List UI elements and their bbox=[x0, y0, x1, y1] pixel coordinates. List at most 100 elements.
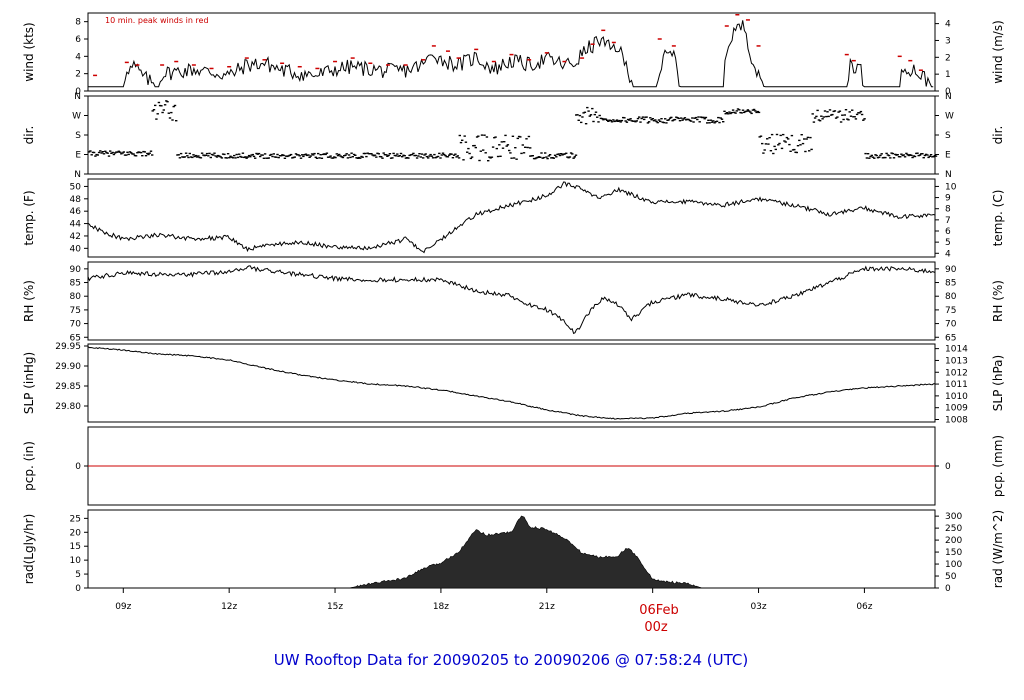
direction-point bbox=[811, 113, 814, 115]
y-right-tick-label: 1011 bbox=[945, 380, 968, 390]
y-right-tick-label: 9 bbox=[945, 194, 951, 204]
direction-point bbox=[346, 157, 350, 159]
direction-point bbox=[257, 152, 261, 155]
direction-point bbox=[330, 157, 333, 159]
direction-point bbox=[204, 154, 207, 156]
direction-point bbox=[667, 119, 671, 121]
direction-point bbox=[508, 149, 511, 152]
direction-point bbox=[546, 157, 549, 160]
direction-point bbox=[535, 157, 538, 159]
direction-point bbox=[709, 119, 713, 121]
direction-point bbox=[631, 120, 635, 122]
direction-point bbox=[443, 153, 446, 156]
direction-point bbox=[519, 136, 522, 138]
direction-point bbox=[563, 153, 567, 155]
direction-point bbox=[176, 154, 179, 156]
direction-point bbox=[558, 154, 562, 157]
direction-point bbox=[171, 119, 174, 121]
direction-point bbox=[115, 151, 118, 153]
direction-point bbox=[312, 154, 315, 156]
direction-point bbox=[613, 120, 616, 123]
direction-point bbox=[878, 156, 881, 158]
y-right-tick-label: N bbox=[945, 92, 952, 102]
direction-point bbox=[149, 150, 153, 152]
direction-point bbox=[560, 153, 563, 155]
direction-point bbox=[462, 159, 465, 161]
direction-point bbox=[478, 159, 481, 162]
direction-point bbox=[880, 153, 883, 155]
direction-point bbox=[89, 150, 92, 152]
direction-point bbox=[917, 154, 920, 157]
direction-point bbox=[491, 146, 495, 148]
direction-point bbox=[138, 151, 141, 154]
right-axis-label: wind (m/s) bbox=[991, 20, 1005, 84]
direction-point bbox=[475, 136, 479, 138]
direction-point bbox=[741, 109, 745, 111]
y-right-tick-label: W bbox=[945, 112, 954, 122]
direction-point bbox=[539, 156, 542, 158]
y-tick-label: 50 bbox=[70, 182, 82, 192]
y-tick-label: 42 bbox=[70, 232, 81, 242]
direction-point bbox=[298, 155, 301, 157]
x-tick-label: 21z bbox=[539, 602, 555, 612]
direction-point bbox=[710, 121, 714, 123]
x-tick-label: 18z bbox=[433, 602, 449, 612]
y-right-tick-label: 2 bbox=[945, 53, 951, 63]
direction-point bbox=[404, 157, 408, 159]
direction-point bbox=[587, 110, 590, 112]
direction-point bbox=[308, 156, 311, 158]
y-tick-label: 5 bbox=[75, 570, 81, 580]
direction-point bbox=[902, 154, 906, 156]
direction-point bbox=[148, 152, 151, 154]
direction-point bbox=[260, 154, 263, 156]
direction-point bbox=[844, 109, 848, 111]
direction-point bbox=[659, 120, 662, 123]
direction-point bbox=[147, 153, 150, 156]
direction-point bbox=[454, 153, 457, 155]
direction-point bbox=[738, 109, 741, 111]
direction-point bbox=[128, 151, 132, 153]
direction-point bbox=[625, 121, 629, 123]
direction-point bbox=[338, 153, 341, 156]
direction-point bbox=[666, 119, 669, 121]
direction-point bbox=[161, 111, 164, 114]
y-right-tick-label: 0 bbox=[945, 87, 951, 97]
direction-point bbox=[885, 152, 888, 155]
direction-point bbox=[682, 118, 685, 120]
direction-point bbox=[522, 152, 526, 154]
direction-point bbox=[911, 156, 914, 159]
y-right-tick-label: 4 bbox=[945, 249, 951, 259]
rh-series-line bbox=[87, 265, 936, 335]
direction-point bbox=[152, 109, 156, 111]
direction-point bbox=[157, 101, 161, 104]
direction-point bbox=[826, 111, 829, 113]
direction-point bbox=[555, 156, 558, 158]
direction-point bbox=[262, 157, 266, 159]
direction-point bbox=[847, 119, 850, 121]
direction-point bbox=[383, 154, 387, 156]
direction-point bbox=[126, 151, 129, 153]
direction-point bbox=[418, 153, 421, 155]
direction-point bbox=[708, 122, 711, 124]
direction-point bbox=[618, 119, 621, 122]
direction-point bbox=[107, 155, 111, 157]
direction-point bbox=[592, 120, 595, 123]
direction-point bbox=[317, 152, 320, 155]
direction-point bbox=[619, 121, 622, 123]
y-tick-label: 8 bbox=[75, 18, 81, 28]
panel-radiation: rad(Lgly/hr) rad (W/m^2)05101520250501001… bbox=[22, 509, 1005, 594]
direction-point bbox=[166, 101, 169, 103]
direction-point bbox=[907, 154, 910, 157]
direction-point bbox=[821, 118, 824, 120]
direction-point bbox=[121, 152, 124, 154]
direction-point bbox=[495, 147, 498, 150]
direction-point bbox=[271, 155, 274, 158]
direction-point bbox=[494, 136, 497, 138]
direction-point bbox=[768, 137, 771, 139]
direction-point bbox=[647, 121, 651, 123]
direction-point bbox=[800, 134, 803, 136]
direction-point bbox=[823, 110, 827, 112]
direction-point bbox=[525, 138, 528, 140]
direction-point bbox=[918, 154, 922, 156]
